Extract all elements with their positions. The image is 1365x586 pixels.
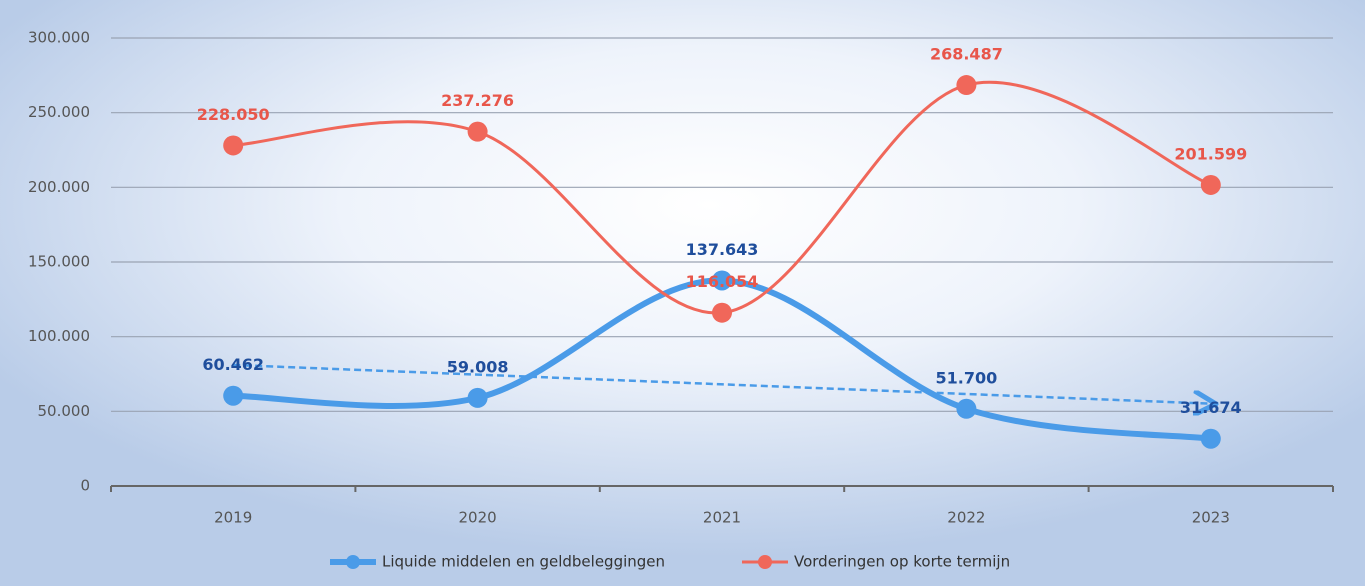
point <box>956 398 977 419</box>
point <box>1200 428 1221 449</box>
x-tick-label: 2020 <box>459 509 497 527</box>
point <box>1200 174 1221 195</box>
data-label: 116.054 <box>686 272 759 291</box>
data-label: 60.462 <box>202 355 264 374</box>
y-tick-label: 300.000 <box>28 29 90 47</box>
data-label: 201.599 <box>1174 144 1247 163</box>
x-tick-label: 2023 <box>1192 509 1230 527</box>
point <box>467 121 488 142</box>
data-label: 237.276 <box>441 91 514 110</box>
data-label: 228.050 <box>197 105 270 124</box>
y-tick-label: 50.000 <box>38 402 91 420</box>
data-label: 59.008 <box>447 357 509 376</box>
data-label: 137.643 <box>686 240 759 259</box>
y-tick-label: 200.000 <box>28 178 90 196</box>
legend-label: Liquide middelen en geldbeleggingen <box>382 553 665 571</box>
x-tick-label: 2021 <box>703 509 741 527</box>
point <box>223 385 244 406</box>
point <box>712 270 732 291</box>
point <box>467 387 488 408</box>
y-tick-label: 0 <box>80 477 90 495</box>
point <box>223 135 244 156</box>
y-tick-label: 150.000 <box>28 253 90 271</box>
data-label: 51.700 <box>936 368 998 387</box>
y-tick-label: 250.000 <box>28 103 90 121</box>
data-label: 268.487 <box>930 45 1003 64</box>
trend-line <box>233 363 1211 404</box>
x-tick-label: 2019 <box>214 509 252 527</box>
x-tick-label: 2022 <box>947 509 985 527</box>
point <box>712 302 732 323</box>
legend-marker <box>758 555 772 569</box>
legend-marker <box>346 555 360 569</box>
legend-label: Vorderingen op korte termijn <box>794 553 1010 571</box>
y-tick-label: 100.000 <box>28 327 90 345</box>
point <box>956 75 977 96</box>
data-label: 31.674 <box>1180 398 1242 417</box>
